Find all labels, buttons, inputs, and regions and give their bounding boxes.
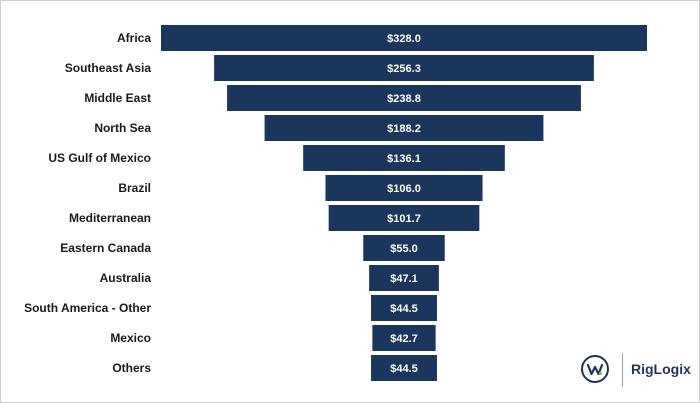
bar-value-label: $238.8 xyxy=(387,93,421,105)
bar xyxy=(371,355,437,381)
category-label: Middle East xyxy=(84,91,151,105)
category-label: US Gulf of Mexico xyxy=(48,151,151,165)
logo-text: RigLogix xyxy=(631,361,691,377)
category-label: South America - Other xyxy=(24,301,151,315)
bar xyxy=(227,85,581,111)
category-label: Brazil xyxy=(118,181,151,195)
category-label: Africa xyxy=(117,31,151,45)
bar xyxy=(371,295,437,321)
bar-value-label: $136.1 xyxy=(387,153,421,165)
logo-divider xyxy=(622,353,623,387)
bar xyxy=(161,25,647,51)
bar xyxy=(363,235,445,261)
category-label: Southeast Asia xyxy=(65,61,152,75)
bar xyxy=(214,55,594,81)
bar-value-label: $44.5 xyxy=(390,363,418,375)
bar xyxy=(264,115,544,141)
category-label: Eastern Canada xyxy=(60,241,151,255)
bar xyxy=(328,205,480,231)
bar-value-label: $188.2 xyxy=(387,123,421,135)
bar-value-label: $106.0 xyxy=(387,183,421,195)
bar-value-label: $47.1 xyxy=(390,273,418,285)
bar-value-label: $55.0 xyxy=(390,243,418,255)
bar xyxy=(303,145,505,171)
bar-value-label: $42.7 xyxy=(390,333,418,345)
bar-value-label: $44.5 xyxy=(390,303,418,315)
riglogix-logo: RigLogix xyxy=(579,351,694,391)
category-label: Mediterranean xyxy=(69,211,151,225)
westwood-w-icon xyxy=(581,355,609,383)
bar-value-label: $256.3 xyxy=(387,63,421,75)
bar xyxy=(372,325,436,351)
category-label: Australia xyxy=(100,271,152,285)
category-label: Mexico xyxy=(110,331,151,345)
category-label: North Sea xyxy=(94,121,151,135)
bar-value-label: $101.7 xyxy=(387,213,421,225)
category-label: Others xyxy=(112,361,151,375)
bar xyxy=(369,265,439,291)
bar xyxy=(325,175,483,201)
bar-value-label: $328.0 xyxy=(387,33,421,45)
